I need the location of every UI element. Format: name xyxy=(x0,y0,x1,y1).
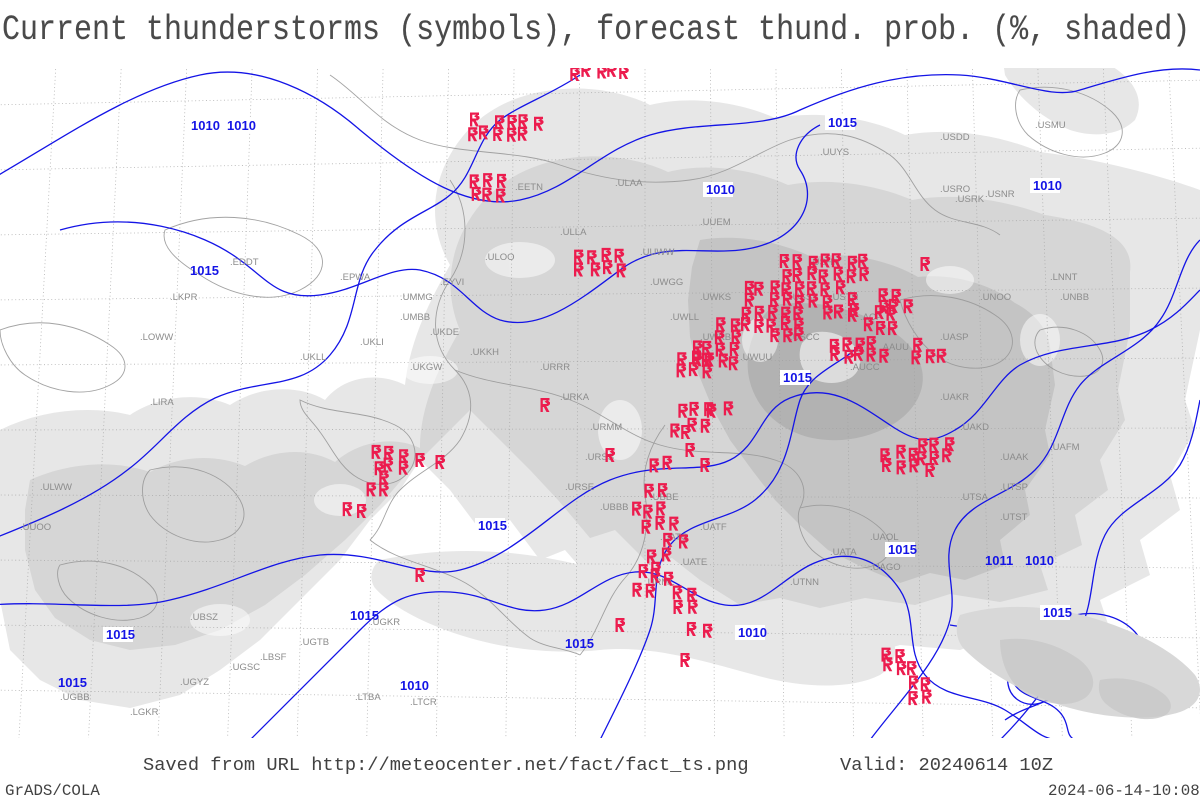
svg-text:.LIRA: .LIRA xyxy=(150,397,174,408)
svg-text:1010: 1010 xyxy=(706,182,735,197)
svg-text:.LTCR: .LTCR xyxy=(410,697,437,708)
svg-text:1010: 1010 xyxy=(1025,553,1054,568)
svg-text:1015: 1015 xyxy=(190,263,219,278)
svg-text:1011: 1011 xyxy=(985,553,1013,568)
svg-text:.UNBB: .UNBB xyxy=(1060,292,1089,303)
svg-text:.UBSZ: .UBSZ xyxy=(190,612,218,623)
svg-text:.AAUU: .AAUU xyxy=(880,342,909,353)
svg-text:.UKLL: .UKLL xyxy=(300,352,326,363)
svg-text:.UASP: .UASP xyxy=(940,332,969,343)
svg-text:.LBSF: .LBSF xyxy=(260,652,287,663)
svg-text:.UAKD: .UAKD xyxy=(960,422,989,433)
svg-text:.URMM: .URMM xyxy=(590,422,622,433)
svg-text:1010: 1010 xyxy=(400,678,429,693)
svg-text:.ULWW: .ULWW xyxy=(40,482,72,493)
svg-text:.UWKS: .UWKS xyxy=(700,292,731,303)
svg-text:1015: 1015 xyxy=(106,627,135,642)
svg-text:1010: 1010 xyxy=(1033,178,1062,193)
svg-text:1015: 1015 xyxy=(478,518,507,533)
svg-text:.UWUU: .UWUU xyxy=(740,352,772,363)
svg-text:.UAGO: .UAGO xyxy=(870,562,901,573)
svg-text:1010: 1010 xyxy=(738,625,767,640)
svg-text:.URRR: .URRR xyxy=(540,362,570,373)
svg-text:.UAOL: .UAOL xyxy=(870,532,899,543)
svg-text:.EYVI: .EYVI xyxy=(440,277,464,288)
svg-text:.UWGG: .UWGG xyxy=(650,277,683,288)
svg-text:.UUEM: .UUEM xyxy=(700,217,731,228)
svg-text:1015: 1015 xyxy=(828,115,857,130)
svg-text:.UGBB: .UGBB xyxy=(60,692,90,703)
svg-text:.USRK: .USRK xyxy=(955,194,985,205)
svg-text:.URKA: .URKA xyxy=(560,392,590,403)
svg-text:.EDDT: .EDDT xyxy=(230,257,259,268)
svg-text:.UGTB: .UGTB xyxy=(300,637,329,648)
svg-text:.UKGW: .UKGW xyxy=(410,362,442,373)
svg-text:.UMBB: .UMBB xyxy=(400,312,430,323)
svg-text:.ULAA: .ULAA xyxy=(615,178,643,189)
svg-text:.USNR: .USNR xyxy=(985,189,1015,200)
svg-text:.UATE: .UATE xyxy=(680,557,707,568)
svg-text:1015: 1015 xyxy=(1043,605,1072,620)
svg-text:.UTST: .UTST xyxy=(1000,512,1028,523)
svg-text:1015: 1015 xyxy=(58,675,87,690)
svg-text:.UATF: .UATF xyxy=(700,522,727,533)
svg-text:.UNOO: .UNOO xyxy=(980,292,1011,303)
svg-text:.UTSP: .UTSP xyxy=(1000,482,1028,493)
svg-text:.ULOO: .ULOO xyxy=(485,252,515,263)
svg-text:.LTBA: .LTBA xyxy=(355,692,381,703)
svg-text:.UKLI: .UKLI xyxy=(360,337,384,348)
svg-text:.UWLL: .UWLL xyxy=(670,312,699,323)
svg-text:.UKKH: .UKKH xyxy=(470,347,499,358)
svg-text:.UTNN: .UTNN xyxy=(790,577,819,588)
svg-text:.UAKR: .UAKR xyxy=(940,392,969,403)
svg-text:1015: 1015 xyxy=(565,636,594,651)
svg-text:.LKPR: .LKPR xyxy=(170,292,198,303)
svg-text:.UGYZ: .UGYZ xyxy=(180,677,209,688)
svg-text:.UUYS: .UUYS xyxy=(820,147,849,158)
svg-text:.LOWW: .LOWW xyxy=(140,332,173,343)
svg-text:.USDD: .USDD xyxy=(940,132,970,143)
svg-text:1015: 1015 xyxy=(888,542,917,557)
svg-text:.UUOO: .UUOO xyxy=(20,522,51,533)
svg-text:.UUWW: .UUWW xyxy=(640,247,674,258)
svg-text:.UGKR: .UGKR xyxy=(370,617,400,628)
svg-text:.UAFM: .UAFM xyxy=(1050,442,1080,453)
svg-text:.URSE: .URSE xyxy=(565,482,594,493)
svg-text:.UGSC: .UGSC xyxy=(230,662,260,673)
svg-text:.UAAK: .UAAK xyxy=(1000,452,1029,463)
svg-text:.ULLA: .ULLA xyxy=(560,227,587,238)
svg-text:.EPWA: .EPWA xyxy=(340,272,371,283)
svg-text:.UTSA: .UTSA xyxy=(960,492,989,503)
svg-text:.AUCC: .AUCC xyxy=(850,362,880,373)
svg-text:1015: 1015 xyxy=(783,370,812,385)
svg-text:.LGKR: .LGKR xyxy=(130,707,159,718)
svg-text:.UMMG: .UMMG xyxy=(400,292,433,303)
svg-text:1010: 1010 xyxy=(227,118,256,133)
svg-text:.LNNT: .LNNT xyxy=(1050,272,1078,283)
svg-text:.UATA: .UATA xyxy=(830,547,857,558)
svg-text:.EETN: .EETN xyxy=(515,182,543,193)
svg-text:.UKDE: .UKDE xyxy=(430,327,459,338)
svg-text:.UBBB: .UBBB xyxy=(600,502,629,513)
svg-text:.USMU: .USMU xyxy=(1035,120,1066,131)
svg-text:1010: 1010 xyxy=(191,118,220,133)
